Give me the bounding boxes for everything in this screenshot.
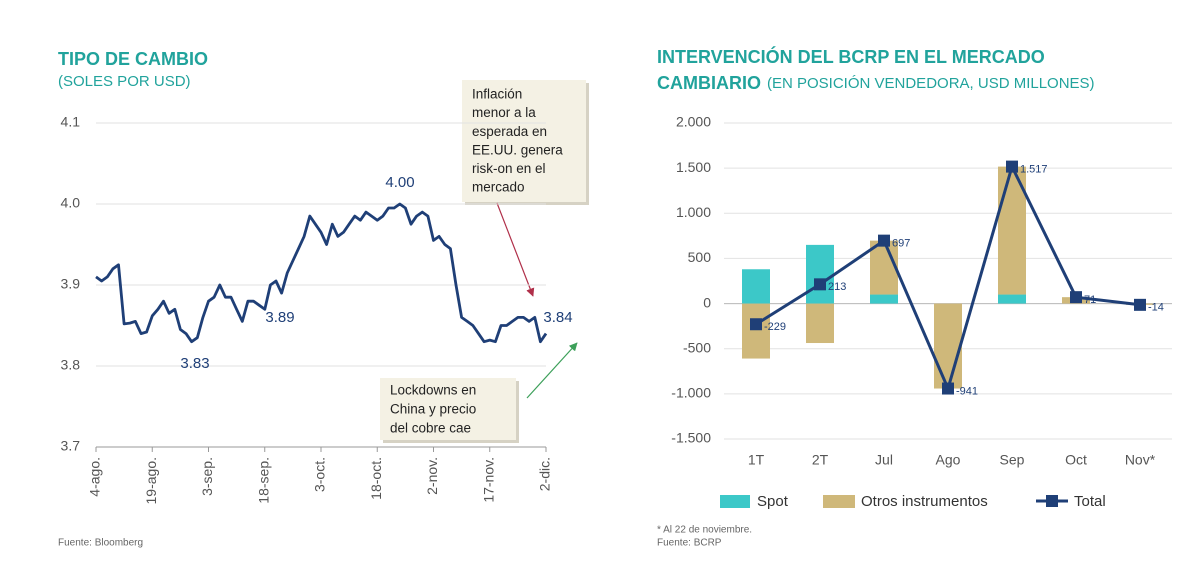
x-tick-label: 2-nov. [424,457,440,495]
total-marker [750,318,762,331]
data-label: -14 [1148,302,1164,314]
y-tick-label: 3.7 [61,438,81,454]
total-marker [814,278,826,291]
x-tick-label: Sep [1000,452,1025,468]
note-text: del cobre cae [390,421,471,436]
data-label: -229 [764,321,786,333]
total-marker [1134,298,1146,311]
footnote: * Al 22 de noviembre. [657,525,752,536]
bar [870,294,898,304]
bar [742,303,770,359]
legend-swatch [1046,495,1058,507]
x-tick-label: 4-ago. [87,457,103,497]
x-tick-label: 3-oct. [312,457,328,492]
x-tick-label: 2T [812,452,829,468]
point-label: 3.83 [180,355,209,372]
x-tick-label: 17-nov. [480,457,496,503]
x-tick-label: 1T [748,452,765,468]
bar [806,244,834,304]
legend-label: Otros instrumentos [861,493,988,510]
chart-title: CAMBIARIO (EN POSICIÓN VENDEDORA, USD MIL… [657,73,1095,93]
y-tick-label: 0 [703,294,711,310]
y-tick-label: 500 [688,249,712,265]
x-tick-label: 3-sep. [199,457,215,496]
y-tick-label: 2.000 [676,114,711,130]
x-tick-label: 18-oct. [368,457,384,500]
y-tick-label: 1.000 [676,204,711,220]
data-label: 1.517 [1020,164,1048,176]
data-label: 71 [1084,294,1096,306]
point-label: 3.89 [265,309,294,326]
legend-swatch [720,495,750,508]
note-box [462,80,586,202]
title-line: CAMBIARIO [657,73,761,93]
chart-subtitle: (EN POSICIÓN VENDEDORA, USD MILLONES) [767,75,1095,92]
total-marker [1070,291,1082,304]
y-tick-label: 3.9 [61,276,81,292]
data-label: 213 [828,281,846,293]
chart-title: INTERVENCIÓN DEL BCRP EN EL MERCADO [657,46,1045,67]
legend-label: Total [1074,493,1106,510]
bar [934,303,962,389]
legend-swatch [823,495,855,508]
note-text: esperada en [472,124,547,139]
source: Fuente: BCRP [657,538,722,549]
point-label: 3.84 [543,309,572,326]
note-text: mercado [472,180,525,195]
bar [998,294,1026,304]
series-line [95,202,548,344]
note-text: China y precio [390,402,476,417]
x-tick-label: Ago [936,452,961,468]
note-box [380,378,516,440]
note-text: EE.UU. genera [472,142,563,157]
y-tick-label: 4.1 [61,114,81,130]
chart-subtitle: (SOLES POR USD) [58,73,191,90]
arrow [526,342,578,399]
x-tick-label: Oct [1065,452,1087,468]
note-text: risk-on en el [472,161,546,176]
x-tick-label: Nov* [1125,452,1156,468]
note-text: menor a la [472,105,536,120]
x-tick-label: 19-ago. [143,457,159,504]
data-label: 697 [892,238,910,250]
x-tick-label: 2-dic. [537,457,553,491]
note-text: Lockdowns en [390,383,476,398]
data-label: -941 [956,385,978,397]
y-tick-label: -1.000 [671,385,711,401]
bar [806,303,834,344]
point-label: 4.00 [385,174,414,191]
bar [870,240,898,295]
x-tick-label: 18-sep. [255,457,271,504]
y-tick-label: -500 [683,339,711,355]
legend-label: Spot [757,493,789,510]
y-tick-label: -1.500 [671,430,711,446]
total-marker [942,382,954,395]
note-text: Inflación [472,87,522,102]
x-tick-label: Jul [875,452,893,468]
total-marker [1006,160,1018,173]
y-tick-label: 1.500 [676,159,711,175]
y-tick-label: 4.0 [61,195,81,211]
y-tick-label: 3.8 [61,357,81,373]
bar [742,269,770,304]
chart-title: TIPO DE CAMBIO [58,49,208,69]
total-marker [878,234,890,247]
arrow [496,202,535,297]
source: Fuente: Bloomberg [58,538,143,549]
